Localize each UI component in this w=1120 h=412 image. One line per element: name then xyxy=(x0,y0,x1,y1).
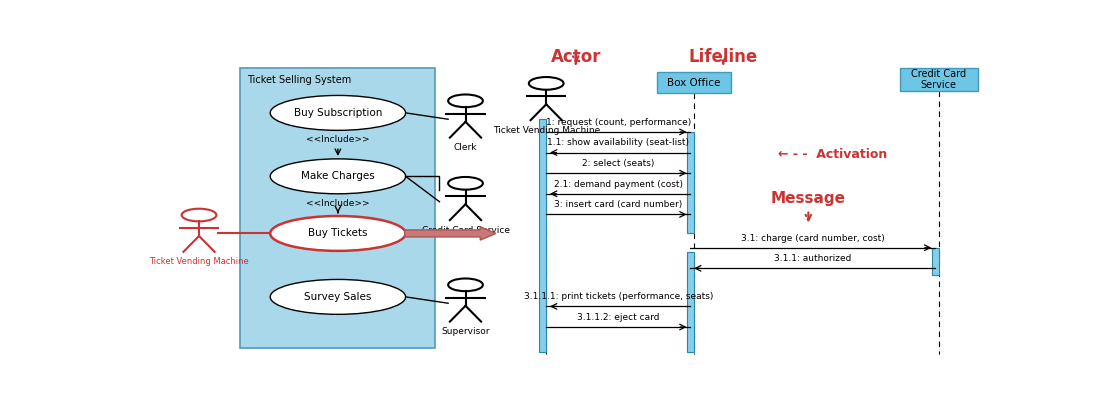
Text: Supervisor: Supervisor xyxy=(441,327,489,336)
Text: <<Include>>: <<Include>> xyxy=(306,136,370,144)
Text: Make Charges: Make Charges xyxy=(301,171,375,181)
Ellipse shape xyxy=(270,279,405,314)
Bar xyxy=(932,248,939,275)
Bar xyxy=(687,253,693,352)
Text: 3.1: charge (card number, cost): 3.1: charge (card number, cost) xyxy=(740,234,885,243)
Text: Credit Card Service: Credit Card Service xyxy=(421,225,510,234)
FancyBboxPatch shape xyxy=(899,68,978,91)
Text: Ticket Selling System: Ticket Selling System xyxy=(246,75,351,85)
FancyBboxPatch shape xyxy=(657,73,730,93)
Text: Message: Message xyxy=(771,191,846,206)
Bar xyxy=(540,119,547,352)
Text: 3.1.1.1: print tickets (performance, seats): 3.1.1.1: print tickets (performance, sea… xyxy=(523,293,713,301)
Text: 3.1.1.2: eject card: 3.1.1.2: eject card xyxy=(577,313,660,322)
Ellipse shape xyxy=(270,216,405,251)
Text: <<Include>>: <<Include>> xyxy=(306,199,370,208)
Ellipse shape xyxy=(270,159,405,194)
Text: 2: select (seats): 2: select (seats) xyxy=(582,159,654,168)
Text: Ticket Vending Machine: Ticket Vending Machine xyxy=(149,257,249,266)
FancyBboxPatch shape xyxy=(240,68,435,348)
Text: Survey Sales: Survey Sales xyxy=(305,292,372,302)
Text: Ticket Vending Machine: Ticket Vending Machine xyxy=(493,126,600,135)
Text: 1.1: show availability (seat-list): 1.1: show availability (seat-list) xyxy=(548,138,689,147)
Text: Box Office: Box Office xyxy=(668,78,720,88)
Ellipse shape xyxy=(270,96,405,130)
Text: Credit Card
Service: Credit Card Service xyxy=(911,69,967,90)
Text: Clerk: Clerk xyxy=(454,143,477,152)
FancyArrow shape xyxy=(404,227,496,240)
Text: 1: request (count, performance): 1: request (count, performance) xyxy=(545,118,691,127)
Text: 3: insert card (card number): 3: insert card (card number) xyxy=(554,200,682,209)
Text: Lifeline: Lifeline xyxy=(689,48,758,66)
Text: Buy Tickets: Buy Tickets xyxy=(308,228,367,239)
Text: 2.1: demand payment (cost): 2.1: demand payment (cost) xyxy=(553,180,683,189)
Text: ← - -  Activation: ← - - Activation xyxy=(778,147,887,161)
Bar xyxy=(687,132,693,234)
Text: Actor: Actor xyxy=(551,48,601,66)
Text: 3.1.1: authorized: 3.1.1: authorized xyxy=(774,254,851,263)
Text: Buy Subscription: Buy Subscription xyxy=(293,108,382,118)
